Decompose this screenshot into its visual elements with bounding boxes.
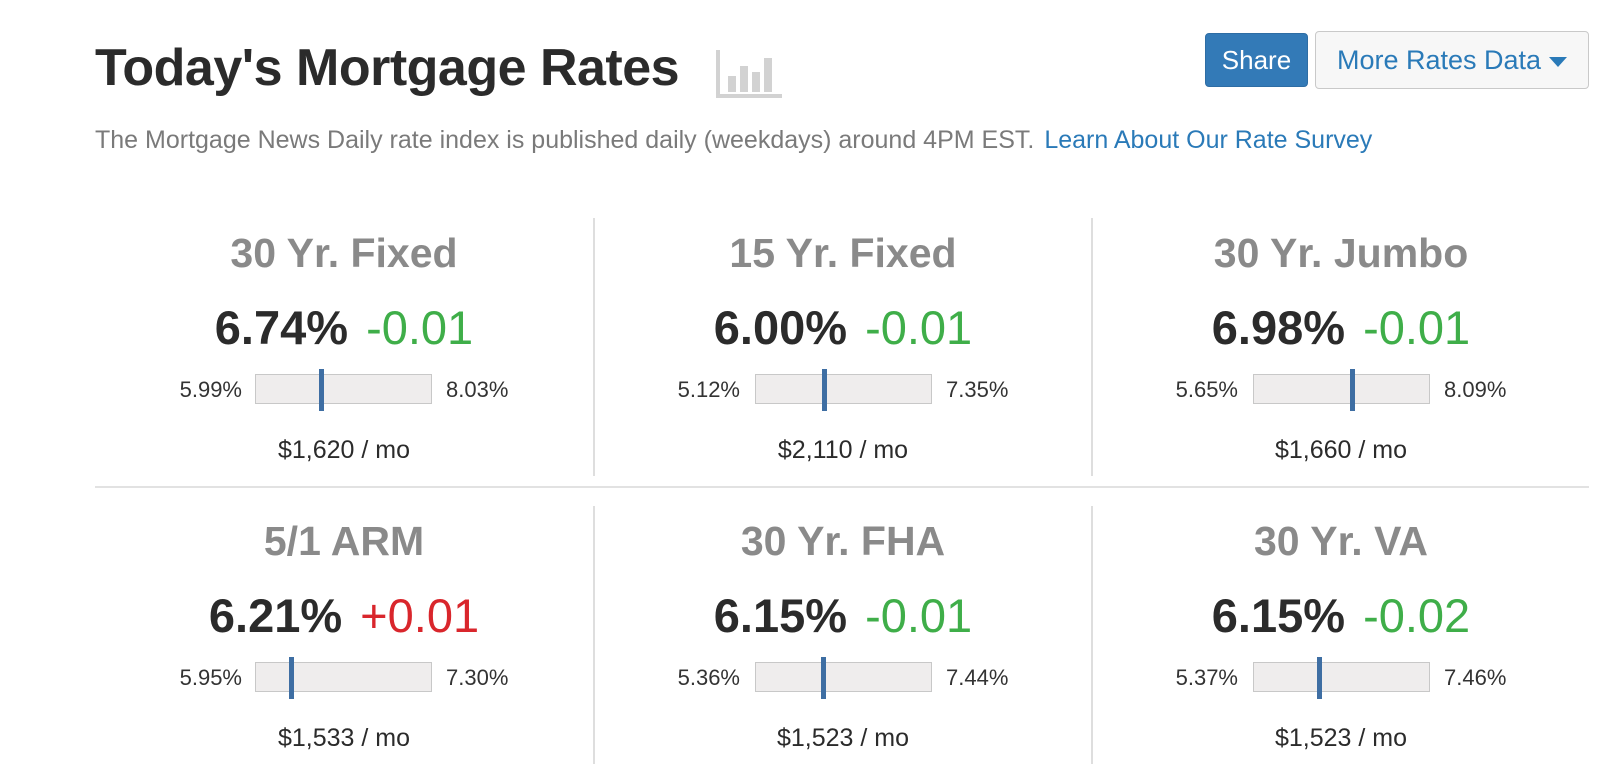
rate-value: 6.15% bbox=[1211, 589, 1346, 642]
range-marker bbox=[1316, 657, 1322, 699]
range-marker bbox=[822, 369, 828, 411]
rate-card[interactable]: 15 Yr. Fixed 6.00% -0.01 5.12% 7.35% $2,110 /… bbox=[593, 218, 1091, 476]
range-high: 8.03% bbox=[446, 377, 509, 402]
range-high: 8.09% bbox=[1444, 377, 1507, 402]
range-marker bbox=[820, 657, 826, 699]
rate-line: 6.15% -0.01 bbox=[595, 588, 1091, 644]
range-marker bbox=[318, 369, 324, 411]
rate-value: 6.15% bbox=[713, 589, 848, 642]
range-low: 5.36% bbox=[677, 665, 740, 690]
rates-row: 5/1 ARM 6.21% +0.01 5.95% 7.30% $1,533 / mo 30… bbox=[95, 506, 1589, 764]
rate-line: 6.21% +0.01 bbox=[95, 588, 593, 644]
rate-product-name: 30 Yr. Fixed bbox=[230, 230, 458, 276]
rates-grid: 30 Yr. Fixed 6.74% -0.01 5.99% 8.03% $1,620 /… bbox=[95, 218, 1589, 764]
rate-range: 5.36% 7.44% bbox=[595, 657, 1091, 699]
range-high: 7.44% bbox=[946, 665, 1009, 690]
range-low: 5.99% bbox=[179, 377, 242, 402]
rate-value: 6.74% bbox=[214, 301, 349, 354]
learn-about-rate-survey-link[interactable]: Learn About Our Rate Survey bbox=[1044, 126, 1373, 154]
monthly-payment: $1,523 / mo bbox=[1274, 724, 1408, 752]
rate-change: -0.02 bbox=[1363, 589, 1471, 642]
monthly-payment: $2,110 / mo bbox=[777, 436, 909, 464]
range-bar bbox=[255, 369, 432, 411]
subtitle-text: The Mortgage News Daily rate index is pu… bbox=[95, 126, 1035, 154]
range-low: 5.65% bbox=[1175, 377, 1238, 402]
rate-change: -0.01 bbox=[865, 589, 973, 642]
range-low: 5.37% bbox=[1175, 665, 1238, 690]
rate-line: 6.15% -0.02 bbox=[1093, 588, 1589, 644]
rate-product-name: 30 Yr. Jumbo bbox=[1213, 230, 1469, 276]
rate-line: 6.74% -0.01 bbox=[95, 300, 593, 356]
monthly-payment: $1,523 / mo bbox=[776, 724, 910, 752]
rate-product-name: 30 Yr. VA bbox=[1254, 518, 1428, 564]
range-high: 7.35% bbox=[946, 377, 1009, 402]
rate-card[interactable]: 30 Yr. Fixed 6.74% -0.01 5.99% 8.03% $1,620 /… bbox=[95, 218, 593, 476]
range-bar bbox=[1253, 657, 1430, 699]
rate-change: -0.01 bbox=[1363, 301, 1471, 354]
range-high: 7.30% bbox=[446, 665, 509, 690]
range-bar bbox=[755, 657, 932, 699]
range-low: 5.12% bbox=[677, 377, 740, 402]
range-low: 5.95% bbox=[179, 665, 242, 690]
range-marker bbox=[1350, 369, 1355, 411]
share-button[interactable]: Share bbox=[1205, 33, 1308, 87]
rate-product-name: 15 Yr. Fixed bbox=[729, 230, 957, 276]
rate-product-name: 5/1 ARM bbox=[263, 518, 425, 564]
rate-value: 6.98% bbox=[1211, 301, 1346, 354]
rate-range: 5.65% 8.09% bbox=[1093, 369, 1589, 411]
rate-value: 6.00% bbox=[713, 301, 848, 354]
range-high: 7.46% bbox=[1444, 665, 1507, 690]
rates-row: 30 Yr. Fixed 6.74% -0.01 5.99% 8.03% $1,620 /… bbox=[95, 218, 1589, 476]
rate-line: 6.98% -0.01 bbox=[1093, 300, 1589, 356]
range-bar bbox=[755, 369, 932, 411]
rate-card[interactable]: 30 Yr. FHA 6.15% -0.01 5.36% 7.44% $1,523 / m… bbox=[593, 506, 1091, 764]
rate-range: 5.37% 7.46% bbox=[1093, 657, 1589, 699]
rate-change: -0.01 bbox=[366, 301, 474, 354]
rate-product-name: 30 Yr. FHA bbox=[740, 518, 946, 564]
rate-line: 6.00% -0.01 bbox=[595, 300, 1091, 356]
rate-card[interactable]: 30 Yr. Jumbo 6.98% -0.01 5.65% 8.09% $1,660 /… bbox=[1091, 218, 1589, 476]
monthly-payment: $1,660 / mo bbox=[1274, 436, 1408, 464]
more-rates-data-label: More Rates Data bbox=[1336, 44, 1542, 75]
range-marker bbox=[289, 657, 294, 699]
rate-value: 6.21% bbox=[208, 589, 343, 642]
rate-change: +0.01 bbox=[360, 589, 480, 642]
caret-down-icon bbox=[1549, 56, 1568, 67]
rate-change: -0.01 bbox=[865, 301, 973, 354]
row-divider bbox=[95, 486, 1589, 488]
monthly-payment: $1,620 / mo bbox=[277, 436, 411, 464]
bar-chart-icon[interactable] bbox=[716, 50, 782, 98]
rate-card[interactable]: 5/1 ARM 6.21% +0.01 5.95% 7.30% $1,533 / mo bbox=[95, 506, 593, 764]
more-rates-data-dropdown[interactable]: More Rates Data bbox=[1315, 31, 1589, 89]
range-bar bbox=[255, 657, 432, 699]
range-bar bbox=[1253, 369, 1430, 411]
page-title: Today's Mortgage Rates bbox=[95, 39, 680, 97]
monthly-payment: $1,533 / mo bbox=[277, 724, 411, 752]
rate-range: 5.95% 7.30% bbox=[95, 657, 593, 699]
rate-card[interactable]: 30 Yr. VA 6.15% -0.02 5.37% 7.46% $1,523 / mo bbox=[1091, 506, 1589, 764]
rate-range: 5.12% 7.35% bbox=[595, 369, 1091, 411]
rate-range: 5.99% 8.03% bbox=[95, 369, 593, 411]
subtitle: The Mortgage News Daily rate index is pu… bbox=[95, 126, 1372, 155]
